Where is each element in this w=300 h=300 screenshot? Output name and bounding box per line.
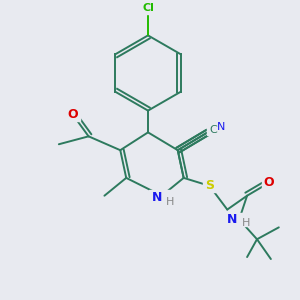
Text: N: N	[152, 191, 162, 204]
Bar	[202, 180, 216, 192]
Text: Cl: Cl	[142, 3, 154, 13]
Bar	[262, 177, 276, 189]
Text: C: C	[209, 125, 217, 135]
Bar	[149, 190, 175, 206]
Text: N: N	[227, 213, 237, 226]
Bar	[66, 109, 80, 121]
Text: S: S	[205, 179, 214, 192]
Text: O: O	[68, 108, 78, 121]
Text: O: O	[264, 176, 274, 189]
Text: N: N	[217, 122, 226, 132]
Bar	[208, 122, 227, 135]
Text: H: H	[242, 218, 250, 228]
Text: H: H	[166, 196, 174, 207]
Bar	[139, 2, 157, 14]
Bar	[227, 212, 251, 226]
